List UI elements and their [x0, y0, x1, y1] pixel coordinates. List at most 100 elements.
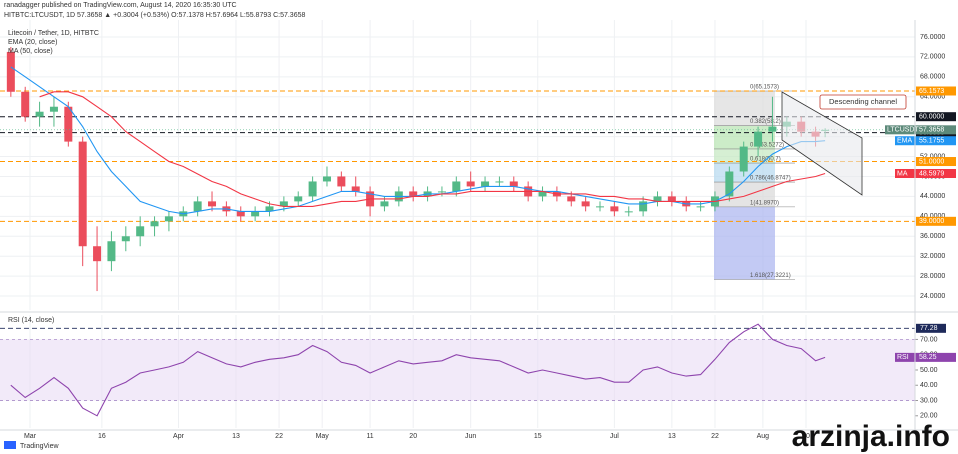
- candle-body: [208, 201, 217, 207]
- candle-body: [6, 51, 15, 92]
- candle-body: [265, 206, 274, 212]
- y-tick-label: 76.0000: [920, 34, 945, 41]
- candle-body: [481, 181, 490, 187]
- y2-tick-label: 30.00: [920, 397, 938, 404]
- watermark: arzinja.info: [792, 420, 950, 453]
- level-label: 39.0000: [919, 218, 944, 225]
- candle-body: [567, 196, 576, 202]
- candle-body: [739, 146, 748, 172]
- candle-body: [121, 236, 130, 242]
- x-tick-label: Aug: [757, 433, 770, 440]
- y-tick-label: 72.0000: [920, 54, 945, 61]
- candle-body: [624, 211, 633, 213]
- candle-body: [35, 111, 44, 117]
- candle-body: [495, 181, 504, 183]
- fib-label: 0.5(53.5272): [750, 143, 784, 149]
- y-tick-label: 36.0000: [920, 233, 945, 240]
- badge-name: EMA: [897, 138, 913, 145]
- candle-body: [64, 106, 73, 142]
- x-tick-label: Jun: [465, 433, 476, 440]
- y-tick-label: 32.0000: [920, 253, 945, 260]
- candle-body: [380, 201, 389, 207]
- y2-tick-label: 70.00: [920, 336, 938, 343]
- x-tick-label: 20: [409, 433, 417, 440]
- candle-body: [639, 201, 648, 212]
- annotation-box: [819, 94, 907, 110]
- legend-ma: MA (50, close): [8, 48, 53, 55]
- descending-channel: [781, 91, 863, 196]
- x-tick-label: 22: [275, 433, 283, 440]
- fib-label: 0(65.1573): [750, 85, 779, 91]
- badge-bg: [916, 323, 946, 333]
- legend-ema: EMA (20, close): [8, 39, 57, 46]
- annotation: Descending channel: [829, 97, 897, 106]
- level-label: 60.0000: [919, 114, 944, 121]
- badge-name: LTCUSDT: [887, 127, 919, 134]
- badge-bg: [916, 157, 956, 167]
- badge-name: MA: [897, 170, 908, 177]
- candle-body: [581, 201, 590, 207]
- rsi-level-label: 77.28: [920, 325, 938, 332]
- y-tick-label: 68.0000: [920, 74, 945, 81]
- x-tick-label: 13: [232, 433, 240, 440]
- badge-value: 57.3658: [919, 127, 944, 134]
- fib-label: 1.618(27.3221): [750, 273, 791, 279]
- rsi-band: [0, 339, 915, 401]
- candle-body: [409, 191, 418, 197]
- candle-body: [107, 241, 116, 262]
- x-tick-label: Mar: [24, 433, 37, 440]
- candle-body: [150, 221, 159, 227]
- series-line: [39, 91, 826, 207]
- candle-body: [236, 211, 245, 217]
- badge-value: 58.25: [919, 354, 937, 361]
- badge-name: RSI: [897, 354, 909, 361]
- badge-bg: [916, 86, 956, 96]
- candle-body: [452, 181, 461, 192]
- candle-body: [164, 216, 173, 222]
- badge-bg: [895, 136, 956, 146]
- candle-body: [351, 186, 360, 192]
- fib-label: 0.382(58.2): [750, 119, 781, 125]
- candle-body: [251, 211, 260, 217]
- y-tick-label: 24.0000: [920, 293, 945, 300]
- badge-value: 48.5979: [919, 170, 944, 177]
- y-tick-label: 40.0000: [920, 213, 945, 220]
- fib-zone: [714, 206, 775, 280]
- x-tick-label: 16: [98, 433, 106, 440]
- logo: [4, 441, 16, 449]
- candle-body: [596, 206, 605, 208]
- candle-body: [653, 196, 662, 202]
- published-text: ranadagger published on TradingView.com,…: [4, 2, 237, 9]
- badge-bg: [885, 125, 956, 135]
- x-tick-label: Jul: [610, 433, 619, 440]
- candle-body: [466, 181, 475, 187]
- x-tick-label: May: [316, 433, 330, 440]
- panes: 24.0000 28.0000 32.0000 36.0000 40.0000 44.00…: [0, 20, 956, 440]
- x-tick-label: 10: [802, 433, 810, 440]
- candle-body: [136, 226, 145, 237]
- candle-body: [193, 201, 202, 212]
- y-tick-label: 52.0000: [920, 153, 945, 160]
- candle-body: [78, 141, 87, 247]
- candle-body: [279, 201, 288, 207]
- x-tick-label: 13: [668, 433, 676, 440]
- quote-text: HITBTC:LTCUSDT, 1D 57.3658 ▲ +0.3004 (+0…: [4, 12, 305, 19]
- candle-body: [610, 206, 619, 212]
- candle-body: [725, 171, 734, 197]
- candle-body: [93, 246, 102, 262]
- candle-body: [696, 206, 705, 208]
- candle-body: [294, 196, 303, 202]
- fib-label: 1(41.8970): [750, 200, 779, 206]
- x-tick-label: 15: [534, 433, 542, 440]
- legend-rsi: RSI (14, close): [8, 317, 54, 324]
- x-tick-label: Apr: [173, 433, 185, 440]
- candle-body: [768, 126, 777, 132]
- y2-tick-label: 40.00: [920, 382, 938, 389]
- y-tick-label: 28.0000: [920, 273, 945, 280]
- y-tick-label: 64.0000: [920, 94, 945, 101]
- candle-body: [337, 176, 346, 187]
- candle-body: [322, 176, 331, 182]
- candle-body: [754, 131, 763, 147]
- candle-body: [538, 191, 547, 197]
